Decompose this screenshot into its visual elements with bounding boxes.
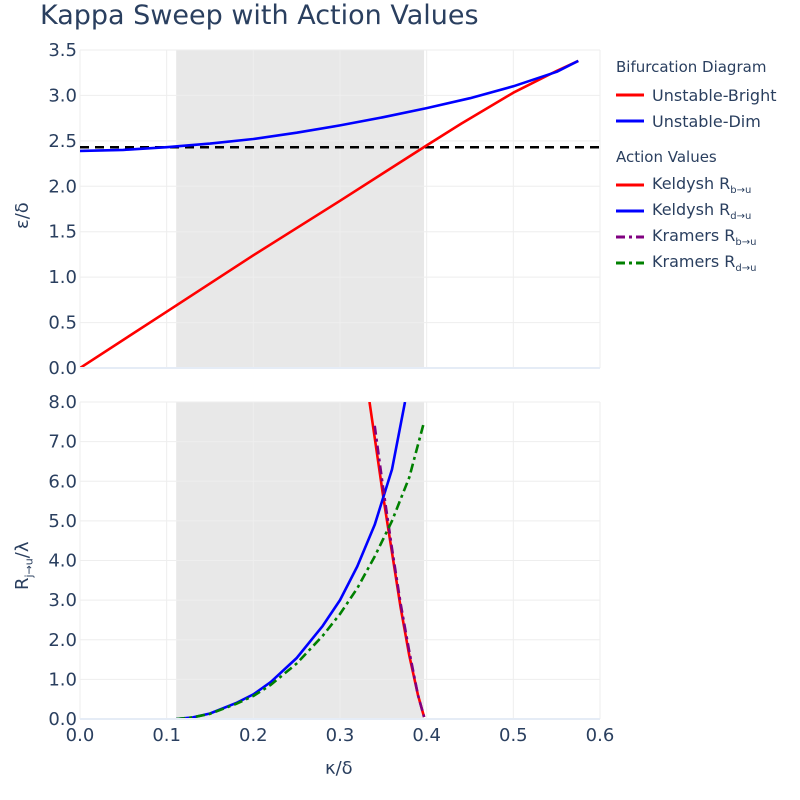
y-tick-label-0-1: 0.5	[48, 313, 77, 334]
y-tick-label-0-6: 3.0	[48, 85, 77, 106]
legend-group-title: Bifurcation Diagram	[616, 58, 767, 76]
series-line-0-1	[80, 59, 579, 153]
legend-label-base: Keldysh R	[652, 199, 731, 219]
legend-item[interactable]: Unstable-Bright	[610, 82, 795, 108]
y-tick-label-0-7: 3.5	[48, 40, 77, 61]
shaded-region-0	[176, 50, 425, 368]
y-tick-label-1-5: 5.0	[48, 511, 77, 532]
legend-label-base: Unstable-Bright	[652, 85, 777, 105]
legend-label-sub: b→u	[730, 185, 752, 197]
x-tick-label-6: 0.6	[586, 725, 615, 746]
legend-label-base: Kramers R	[652, 251, 736, 271]
y-tick-label-0-5: 2.5	[48, 131, 77, 152]
legend-group-title: Action Values	[616, 148, 717, 166]
legend-label: Unstable-Bright	[652, 86, 776, 105]
legend-label-base: Unstable-Dim	[652, 111, 761, 131]
legend-swatch	[616, 261, 644, 265]
legend-item[interactable]: Keldysh Rd→u	[610, 198, 795, 224]
legend-label: Kramers Rd→u	[652, 252, 757, 274]
legend-label: Keldysh Rb→u	[652, 174, 751, 196]
series-line-1-2	[373, 425, 426, 718]
bottom-y-axis-title-suffix: /λ	[12, 541, 33, 559]
legend-swatch	[616, 93, 644, 97]
legend-item[interactable]: Unstable-Dim	[610, 108, 795, 134]
bottom-y-axis-title-base: R	[12, 577, 33, 590]
legend-label: Unstable-Dim	[652, 112, 761, 131]
x-tick-label-3: 0.3	[326, 725, 355, 746]
y-tick-label-1-1: 1.0	[48, 669, 77, 690]
bottom-y-axis-title-sub: j→u	[22, 558, 36, 578]
legend-item[interactable]: Kramers Rb→u	[610, 224, 795, 250]
y-tick-label-1-3: 3.0	[48, 590, 77, 611]
bottom-y-axis-title: Rj→u/λ	[12, 542, 36, 590]
x-tick-label-5: 0.5	[499, 725, 528, 746]
legend-swatch	[616, 209, 644, 213]
y-tick-label-1-2: 2.0	[48, 630, 77, 651]
y-tick-label-1-7: 7.0	[48, 432, 77, 453]
legend-swatch	[616, 119, 644, 123]
legend: Bifurcation Diagram Unstable-Bright Unstab…	[610, 56, 795, 276]
y-tick-label-1-6: 6.0	[48, 471, 77, 492]
y-tick-label-0-4: 2.0	[48, 176, 77, 197]
bottom-x-axis-title: κ/δ	[325, 758, 353, 779]
legend-swatch	[616, 235, 644, 239]
series-line-1-3	[176, 421, 426, 719]
top-y-axis-title: ε/δ	[12, 202, 33, 229]
y-tick-label-1-8: 8.0	[48, 392, 77, 413]
legend-item[interactable]: Kramers Rd→u	[610, 250, 795, 276]
legend-label-base: Kramers R	[652, 225, 736, 245]
legend-item[interactable]: Keldysh Rb→u	[610, 172, 795, 198]
legend-gap	[610, 134, 795, 146]
y-tick-label-1-4: 4.0	[48, 551, 77, 572]
x-tick-label-0: 0.0	[66, 725, 95, 746]
x-tick-label-4: 0.4	[412, 725, 441, 746]
legend-label-base: Keldysh R	[652, 173, 731, 193]
legend-label: Keldysh Rd→u	[652, 200, 751, 222]
y-tick-label-0-2: 1.0	[48, 267, 77, 288]
x-tick-label-2: 0.2	[239, 725, 268, 746]
legend-label-sub: b→u	[735, 237, 757, 249]
y-tick-label-1-0: 0.0	[48, 709, 77, 730]
chart-title: Kappa Sweep with Action Values	[40, 0, 479, 31]
series-line-0-0	[80, 59, 579, 368]
x-tick-label-1: 0.1	[152, 725, 181, 746]
legend-label-sub: d→u	[735, 263, 757, 275]
legend-label: Kramers Rb→u	[652, 226, 757, 248]
legend-label-sub: d→u	[730, 211, 752, 223]
y-tick-label-0-0: 0.0	[48, 358, 77, 379]
y-tick-label-0-3: 1.5	[48, 222, 77, 243]
legend-swatch	[616, 183, 644, 187]
